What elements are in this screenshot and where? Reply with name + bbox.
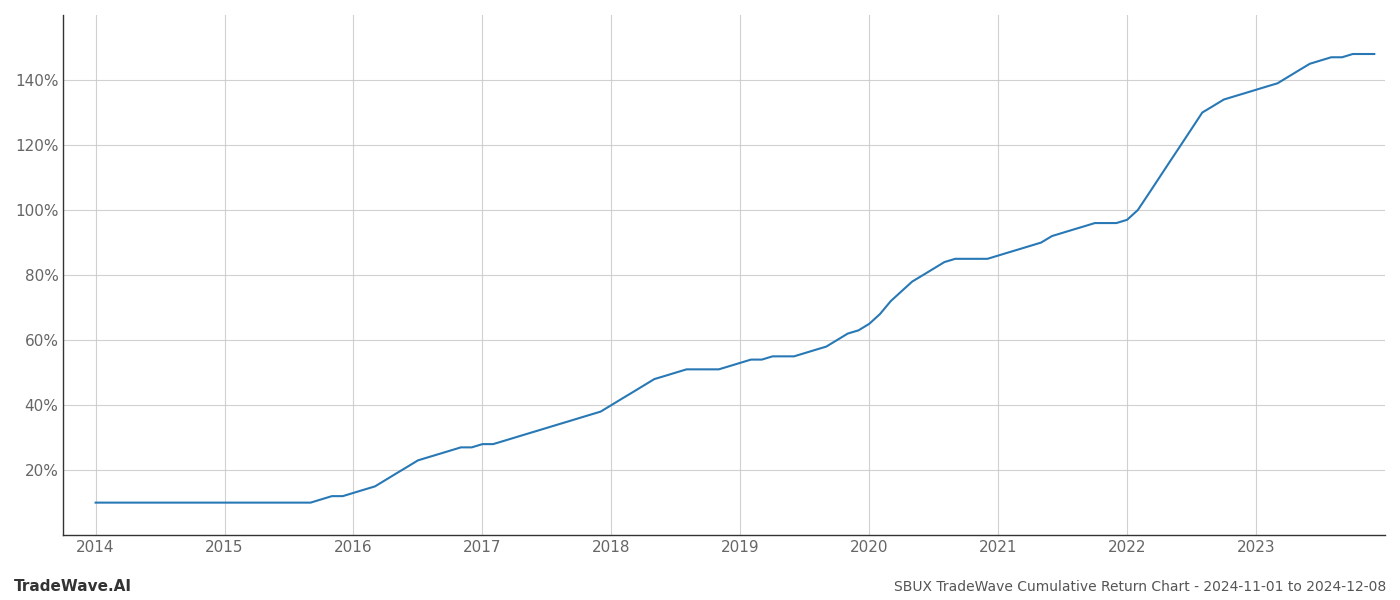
Text: SBUX TradeWave Cumulative Return Chart - 2024-11-01 to 2024-12-08: SBUX TradeWave Cumulative Return Chart -…	[893, 580, 1386, 594]
Text: TradeWave.AI: TradeWave.AI	[14, 579, 132, 594]
